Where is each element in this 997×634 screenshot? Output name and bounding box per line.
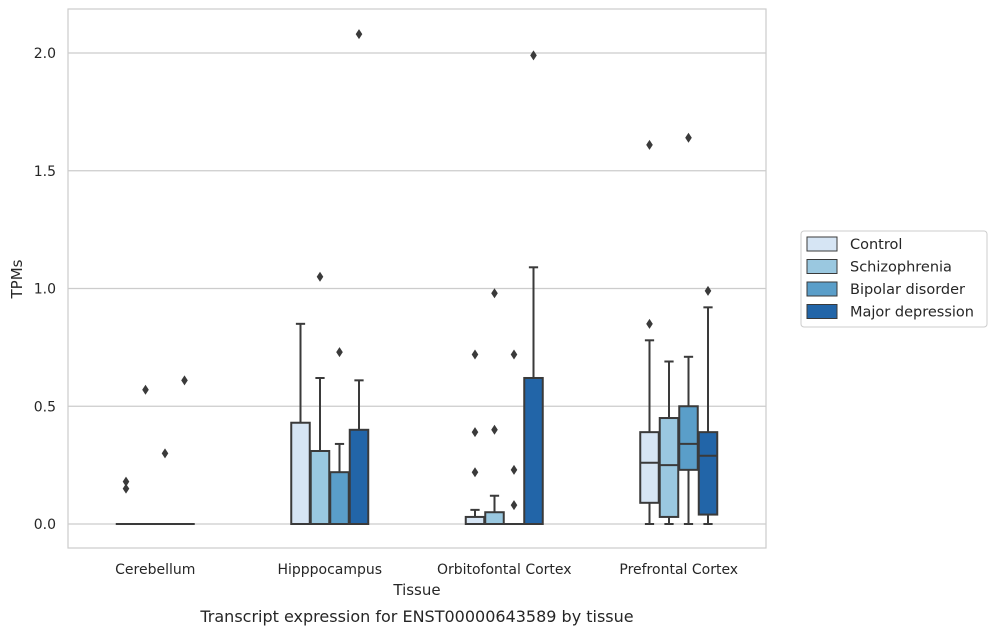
- outlier-point: [510, 349, 518, 360]
- box-control: [290, 322, 311, 525]
- box-schizophrenia: [484, 494, 505, 525]
- outlier-point: [646, 318, 653, 329]
- box-iqr: [678, 405, 699, 471]
- box-major-depression: [523, 266, 544, 525]
- legend: Control Schizophrenia Bipolar disorder Majo…: [800, 230, 988, 328]
- legend-label: Major depression: [850, 305, 974, 321]
- y-tick-label: 1.0: [34, 282, 56, 298]
- box-iqr: [464, 515, 486, 525]
- outlier-point: [510, 464, 518, 475]
- legend-frame: [800, 230, 988, 328]
- legend-label: Schizophrenia: [850, 260, 952, 276]
- box-iqr: [309, 449, 331, 525]
- box-schizophrenia: [658, 360, 680, 525]
- legend-label: Control: [850, 237, 902, 253]
- outlier-point: [142, 384, 149, 395]
- outlier-point: [704, 285, 712, 296]
- box-iqr: [697, 431, 719, 516]
- box-iqr: [484, 511, 505, 525]
- box-iqr: [329, 471, 350, 526]
- y-axis-ticks: 0.0 0.5 1.0 1.5 2.0: [34, 46, 56, 533]
- outliers: [122, 29, 712, 511]
- x-axis-ticks: Cerebellum Hipppocampus Orbitofontal Corte…: [115, 562, 738, 578]
- legend-swatch: [806, 236, 838, 252]
- x-axis-label: Tissue: [392, 581, 440, 599]
- y-tick-label: 2.0: [34, 46, 56, 62]
- x-tick-label: Cerebellum: [115, 562, 195, 578]
- box-control: [464, 508, 486, 525]
- outlier-point: [316, 271, 324, 282]
- outlier-point: [122, 476, 130, 487]
- box-bipolar-disorder: [678, 355, 699, 525]
- legend-swatch: [806, 304, 838, 319]
- outlier-point: [510, 500, 518, 511]
- box-iqr: [639, 431, 660, 504]
- legend-label: Bipolar disorder: [850, 282, 965, 298]
- outlier-point: [161, 448, 169, 459]
- outlier-point: [181, 375, 188, 386]
- y-tick-label: 0.0: [34, 517, 56, 533]
- outlier-point: [122, 483, 130, 494]
- x-tick-label: Prefrontal Cortex: [619, 562, 738, 578]
- outlier-point: [685, 132, 692, 143]
- box-iqr: [658, 417, 680, 518]
- plot-frame: [67, 8, 767, 549]
- outlier-point: [471, 467, 479, 478]
- outlier-point: [355, 29, 363, 40]
- x-tick-label: Hipppocampus: [277, 562, 382, 578]
- outlier-point: [336, 347, 343, 358]
- box-iqr: [348, 428, 370, 525]
- legend-swatch: [806, 259, 838, 274]
- box-iqr: [523, 376, 544, 525]
- box-major-depression: [697, 306, 719, 525]
- x-tick-label: Orbitofontal Cortex: [437, 562, 572, 578]
- outlier-point: [471, 349, 479, 360]
- y-tick-label: 0.5: [34, 399, 56, 415]
- outlier-point: [491, 424, 498, 435]
- boxes: [115, 266, 719, 526]
- y-tick-label: 1.5: [34, 164, 56, 180]
- legend-swatch: [806, 281, 838, 297]
- outlier-point: [646, 139, 653, 150]
- outlier-point: [471, 427, 479, 438]
- box-iqr: [290, 421, 311, 525]
- chart-caption: Transcript expression for ENST0000064358…: [199, 607, 633, 626]
- box-control: [639, 339, 660, 525]
- box-major-depression: [348, 379, 370, 525]
- outlier-point: [530, 50, 537, 61]
- y-axis-label: TPMs: [8, 259, 26, 299]
- outlier-point: [491, 288, 498, 299]
